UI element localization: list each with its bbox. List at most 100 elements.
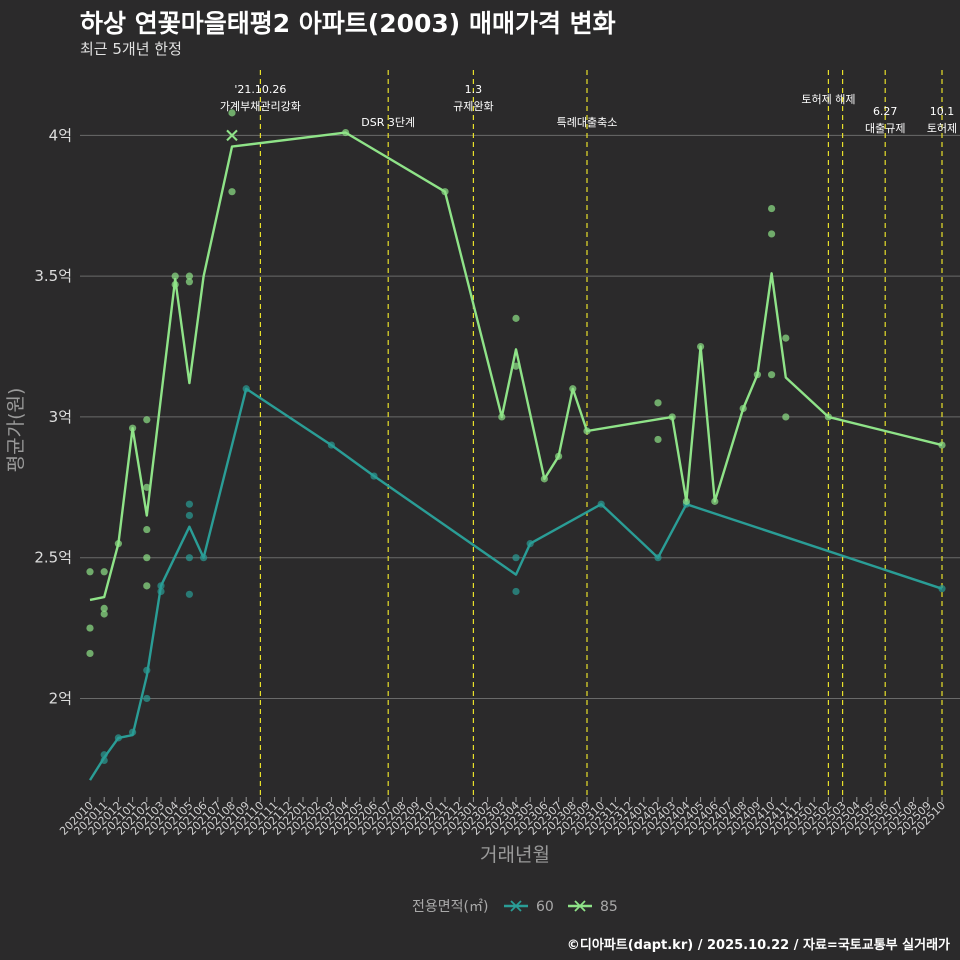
x-axis-title: 거래년월 (480, 844, 550, 866)
data-point-85 (114, 540, 122, 548)
data-point-85 (739, 404, 747, 413)
data-point-85 (768, 230, 776, 238)
data-point-85 (143, 582, 151, 590)
data-point-85 (512, 362, 520, 370)
data-point-85 (86, 624, 94, 632)
event-label: DSR 3단계 (361, 116, 415, 129)
event-label: 6.27 (873, 105, 898, 118)
data-point-85 (171, 272, 179, 280)
data-point-85 (768, 371, 776, 379)
data-point-60 (242, 385, 250, 393)
y-tick-label: 3억 (49, 408, 72, 426)
data-point-85 (569, 385, 577, 393)
data-point-85 (100, 610, 108, 618)
chart-subtitle: 최근 5개년 한정 (80, 40, 182, 58)
data-point-60 (185, 554, 193, 562)
data-point-85 (682, 497, 691, 505)
data-point-85 (711, 497, 719, 505)
event-label: 토허제 해제 (801, 92, 855, 106)
data-points (86, 109, 946, 765)
data-point-85 (342, 128, 350, 137)
series-line-60 (88, 387, 943, 781)
data-point-85 (555, 452, 563, 460)
legend-item-85: 85 (568, 899, 618, 915)
data-point-85 (753, 371, 762, 379)
data-point-85 (228, 109, 236, 117)
event-label: 가계부채관리강화 (220, 100, 301, 113)
data-point-85 (143, 483, 151, 491)
data-point-60 (100, 751, 108, 759)
legend-label: 85 (600, 899, 618, 915)
y-tick-label: 3.5억 (34, 267, 72, 285)
data-point-85 (824, 413, 833, 421)
data-point-60 (100, 756, 108, 765)
data-point-85 (185, 278, 193, 286)
data-point-85 (654, 435, 662, 444)
data-point-85 (512, 314, 520, 322)
event-label: 1.3 (465, 83, 483, 96)
highlight-stroke (226, 129, 238, 142)
y-axis-title: 평균가(원) (5, 388, 27, 473)
highlight-marker (226, 129, 238, 142)
data-point-60 (143, 694, 151, 703)
legend-items: 60 85 (504, 899, 618, 915)
data-point-85 (768, 204, 776, 213)
data-point-85 (782, 413, 790, 421)
y-tick-label: 4억 (49, 126, 72, 144)
legend-swatch-x (510, 900, 522, 912)
data-point-60 (938, 585, 946, 593)
y-tick-label: 2.5억 (34, 549, 72, 567)
y-axis-ticks: 2억 2.5억 3억 3.5억 4억 (34, 126, 72, 707)
data-point-60 (157, 582, 165, 590)
data-point-85 (143, 416, 151, 424)
data-point-85 (938, 441, 946, 449)
x-axis-ticks: 2020102020112020122021012021022021032021… (57, 797, 948, 838)
data-point-85 (143, 525, 151, 534)
data-point-60 (143, 666, 151, 674)
chart-title: 하상 연꽃마을태평2 아파트(2003) 매매가격 변화 (80, 9, 616, 38)
data-point-85 (782, 334, 790, 342)
event-label: 대출규제 (865, 122, 905, 135)
event-label: 10.1 (930, 105, 955, 118)
data-point-60 (512, 587, 520, 596)
data-point-60 (185, 590, 193, 598)
data-point-60 (597, 500, 605, 508)
data-point-85 (129, 424, 137, 432)
grid-lines (80, 134, 960, 699)
data-point-60 (200, 554, 208, 562)
legend: 전용면적(㎡) 60 85 (412, 899, 618, 915)
data-point-85 (86, 649, 94, 658)
data-point-85 (668, 413, 676, 421)
data-point-85 (171, 281, 179, 289)
event-label: 특례대출축소 (557, 116, 618, 129)
data-point-85 (697, 342, 705, 351)
data-point-85 (654, 399, 662, 407)
data-point-85 (498, 413, 506, 421)
data-point-85 (143, 554, 151, 562)
data-point-60 (157, 587, 165, 596)
y-tick-label: 2억 (49, 689, 72, 707)
data-point-85 (100, 604, 108, 612)
data-point-85 (441, 188, 449, 196)
legend-title: 전용면적(㎡) (412, 899, 488, 915)
source-caption: ©디아파트(dapt.kr) / 2025.10.22 / 자료=국토교통부 실… (566, 938, 950, 953)
data-point-85 (100, 568, 108, 576)
data-point-60 (654, 554, 662, 562)
data-point-60 (370, 472, 378, 480)
data-point-60 (185, 511, 193, 520)
data-point-85 (583, 427, 591, 435)
legend-label: 60 (536, 899, 554, 915)
data-point-85 (540, 475, 549, 483)
event-label: '21.10.26 (234, 83, 286, 96)
data-point-85 (86, 568, 94, 576)
data-point-60 (185, 500, 193, 508)
event-label: 토허제 (927, 122, 957, 135)
data-point-60 (114, 734, 122, 742)
data-point-60 (129, 728, 137, 736)
data-point-60 (512, 554, 520, 562)
event-label: 규제완화 (453, 100, 493, 113)
series-lines (88, 131, 943, 781)
data-point-85 (228, 188, 236, 196)
